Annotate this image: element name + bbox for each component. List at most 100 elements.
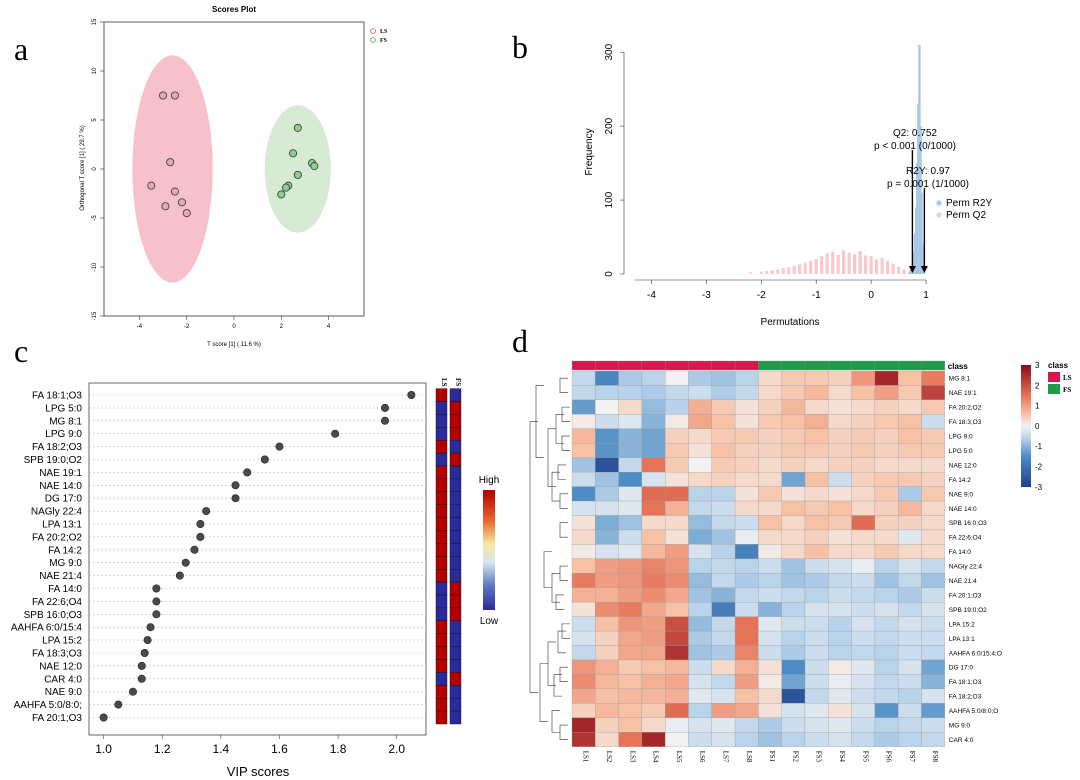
side-column-fs: FS [454, 378, 462, 386]
heatmap-cell [851, 529, 876, 545]
heatmap-cell [595, 370, 619, 386]
vip-point [260, 455, 269, 464]
heatmap-cell [758, 616, 782, 632]
heatmap-cell [898, 544, 922, 560]
heatmap-cell [758, 428, 782, 444]
bar-perm-q2 [842, 250, 846, 274]
heatmap-cell [618, 558, 643, 574]
colorbar-low-label: Low [480, 616, 499, 627]
heatmap-cell [781, 674, 806, 690]
panel-label-b: b [512, 29, 528, 65]
heatmap-cell [711, 717, 736, 733]
heatmap-cell [851, 573, 876, 588]
heatmap-cell [828, 558, 852, 574]
data-point-ls [170, 187, 179, 196]
heatmap-cell [851, 659, 876, 675]
heatmap-cell [828, 703, 852, 718]
heatmap-cell [595, 515, 619, 531]
heatmap-cell [711, 732, 736, 747]
heatmap-cell [641, 573, 666, 588]
heatmap-cell [571, 399, 596, 415]
vip-cell-ls [435, 633, 448, 647]
column-label: FS7 [908, 751, 916, 763]
heatmap-cell [781, 500, 806, 516]
vip-point [140, 648, 149, 657]
heatmap-cell [618, 414, 643, 429]
heatmap-cell [734, 602, 759, 617]
heatmap-cell [618, 674, 643, 690]
feature-label: NAE 21:4 [39, 571, 82, 582]
side-column-ls: LS [440, 378, 448, 387]
vip-point [128, 687, 137, 696]
vip-point [143, 636, 152, 645]
data-point-ls [170, 91, 179, 100]
vip-cell-ls [435, 452, 448, 467]
vip-cell-ls [435, 620, 448, 634]
heatmap-cell [921, 428, 945, 444]
heatmap-cell [781, 717, 806, 733]
heatmap-cell [804, 544, 829, 560]
column-label: FS8 [931, 751, 939, 763]
heatmap-cell [781, 630, 806, 646]
bar-perm-q2 [820, 256, 824, 274]
heatmap-cell [898, 414, 922, 429]
heatmap-cell [711, 457, 736, 473]
heatmap-cell [641, 602, 666, 617]
heatmap-cell [921, 457, 945, 473]
heatmap-cell [758, 688, 782, 704]
heatmap-cell [711, 645, 736, 661]
heatmap-cell [641, 370, 666, 386]
heatmap-cell [851, 457, 876, 473]
heatmap-cell [665, 703, 689, 718]
data-point-ls [166, 158, 175, 167]
heatmap-cell [641, 616, 666, 632]
heatmap-cell [734, 616, 759, 632]
bar-perm-q2 [880, 257, 884, 274]
y-tick-label: -10 [92, 262, 98, 271]
heatmap-cell [874, 385, 899, 401]
heatmap-cell [734, 544, 759, 560]
data-point-ls [182, 209, 191, 218]
heatmap-cell [641, 645, 666, 661]
x-tick-label: 1.4 [213, 742, 230, 756]
x-tick-label: -4 [137, 324, 143, 330]
heatmap-cell [781, 443, 806, 458]
bar-perm-q2 [776, 269, 780, 274]
heatmap-cell [734, 732, 759, 747]
heatmap-cell [571, 573, 596, 588]
heatmap-cell [851, 587, 876, 603]
data-point-ls [177, 198, 186, 207]
heatmap-cell [618, 630, 643, 646]
heatmap-cell [781, 732, 806, 747]
heatmap-cell [711, 602, 736, 617]
vip-cell-fs [449, 633, 462, 647]
arrow-head [908, 266, 916, 273]
heatmap-cell [571, 688, 596, 704]
heatmap-cell [804, 515, 829, 531]
vip-cell-fs [449, 710, 462, 725]
heatmap-cell [898, 630, 922, 646]
bar-perm-q2 [759, 271, 763, 274]
heatmap-cell [665, 457, 689, 473]
class-bar-cell [804, 360, 829, 371]
feature-label: MG 8:1 [49, 416, 82, 427]
heatmap-cell [804, 717, 829, 733]
heatmap-cell [758, 732, 782, 747]
heatmap-cell [828, 443, 852, 458]
row-label: SPB 19:0;O2 [949, 607, 987, 614]
x-axis-label: Permutations [761, 317, 820, 328]
bar-perm-q2 [875, 259, 879, 274]
column-label: LS8 [745, 751, 753, 763]
heatmap-cell [781, 703, 806, 718]
heatmap-cell [618, 443, 643, 458]
row-label: NAE 12:0 [949, 462, 977, 469]
heatmap-cell [595, 674, 619, 690]
heatmap-cell [781, 414, 806, 429]
heatmap-cell [874, 645, 899, 661]
row-label: FA 18:2;O3 [949, 694, 982, 701]
legend-label: Perm R2Y [946, 198, 992, 209]
y-tick-label: -15 [92, 311, 98, 320]
heatmap-cell [898, 602, 922, 617]
vip-cell-fs [449, 672, 462, 686]
vip-point [175, 571, 184, 580]
